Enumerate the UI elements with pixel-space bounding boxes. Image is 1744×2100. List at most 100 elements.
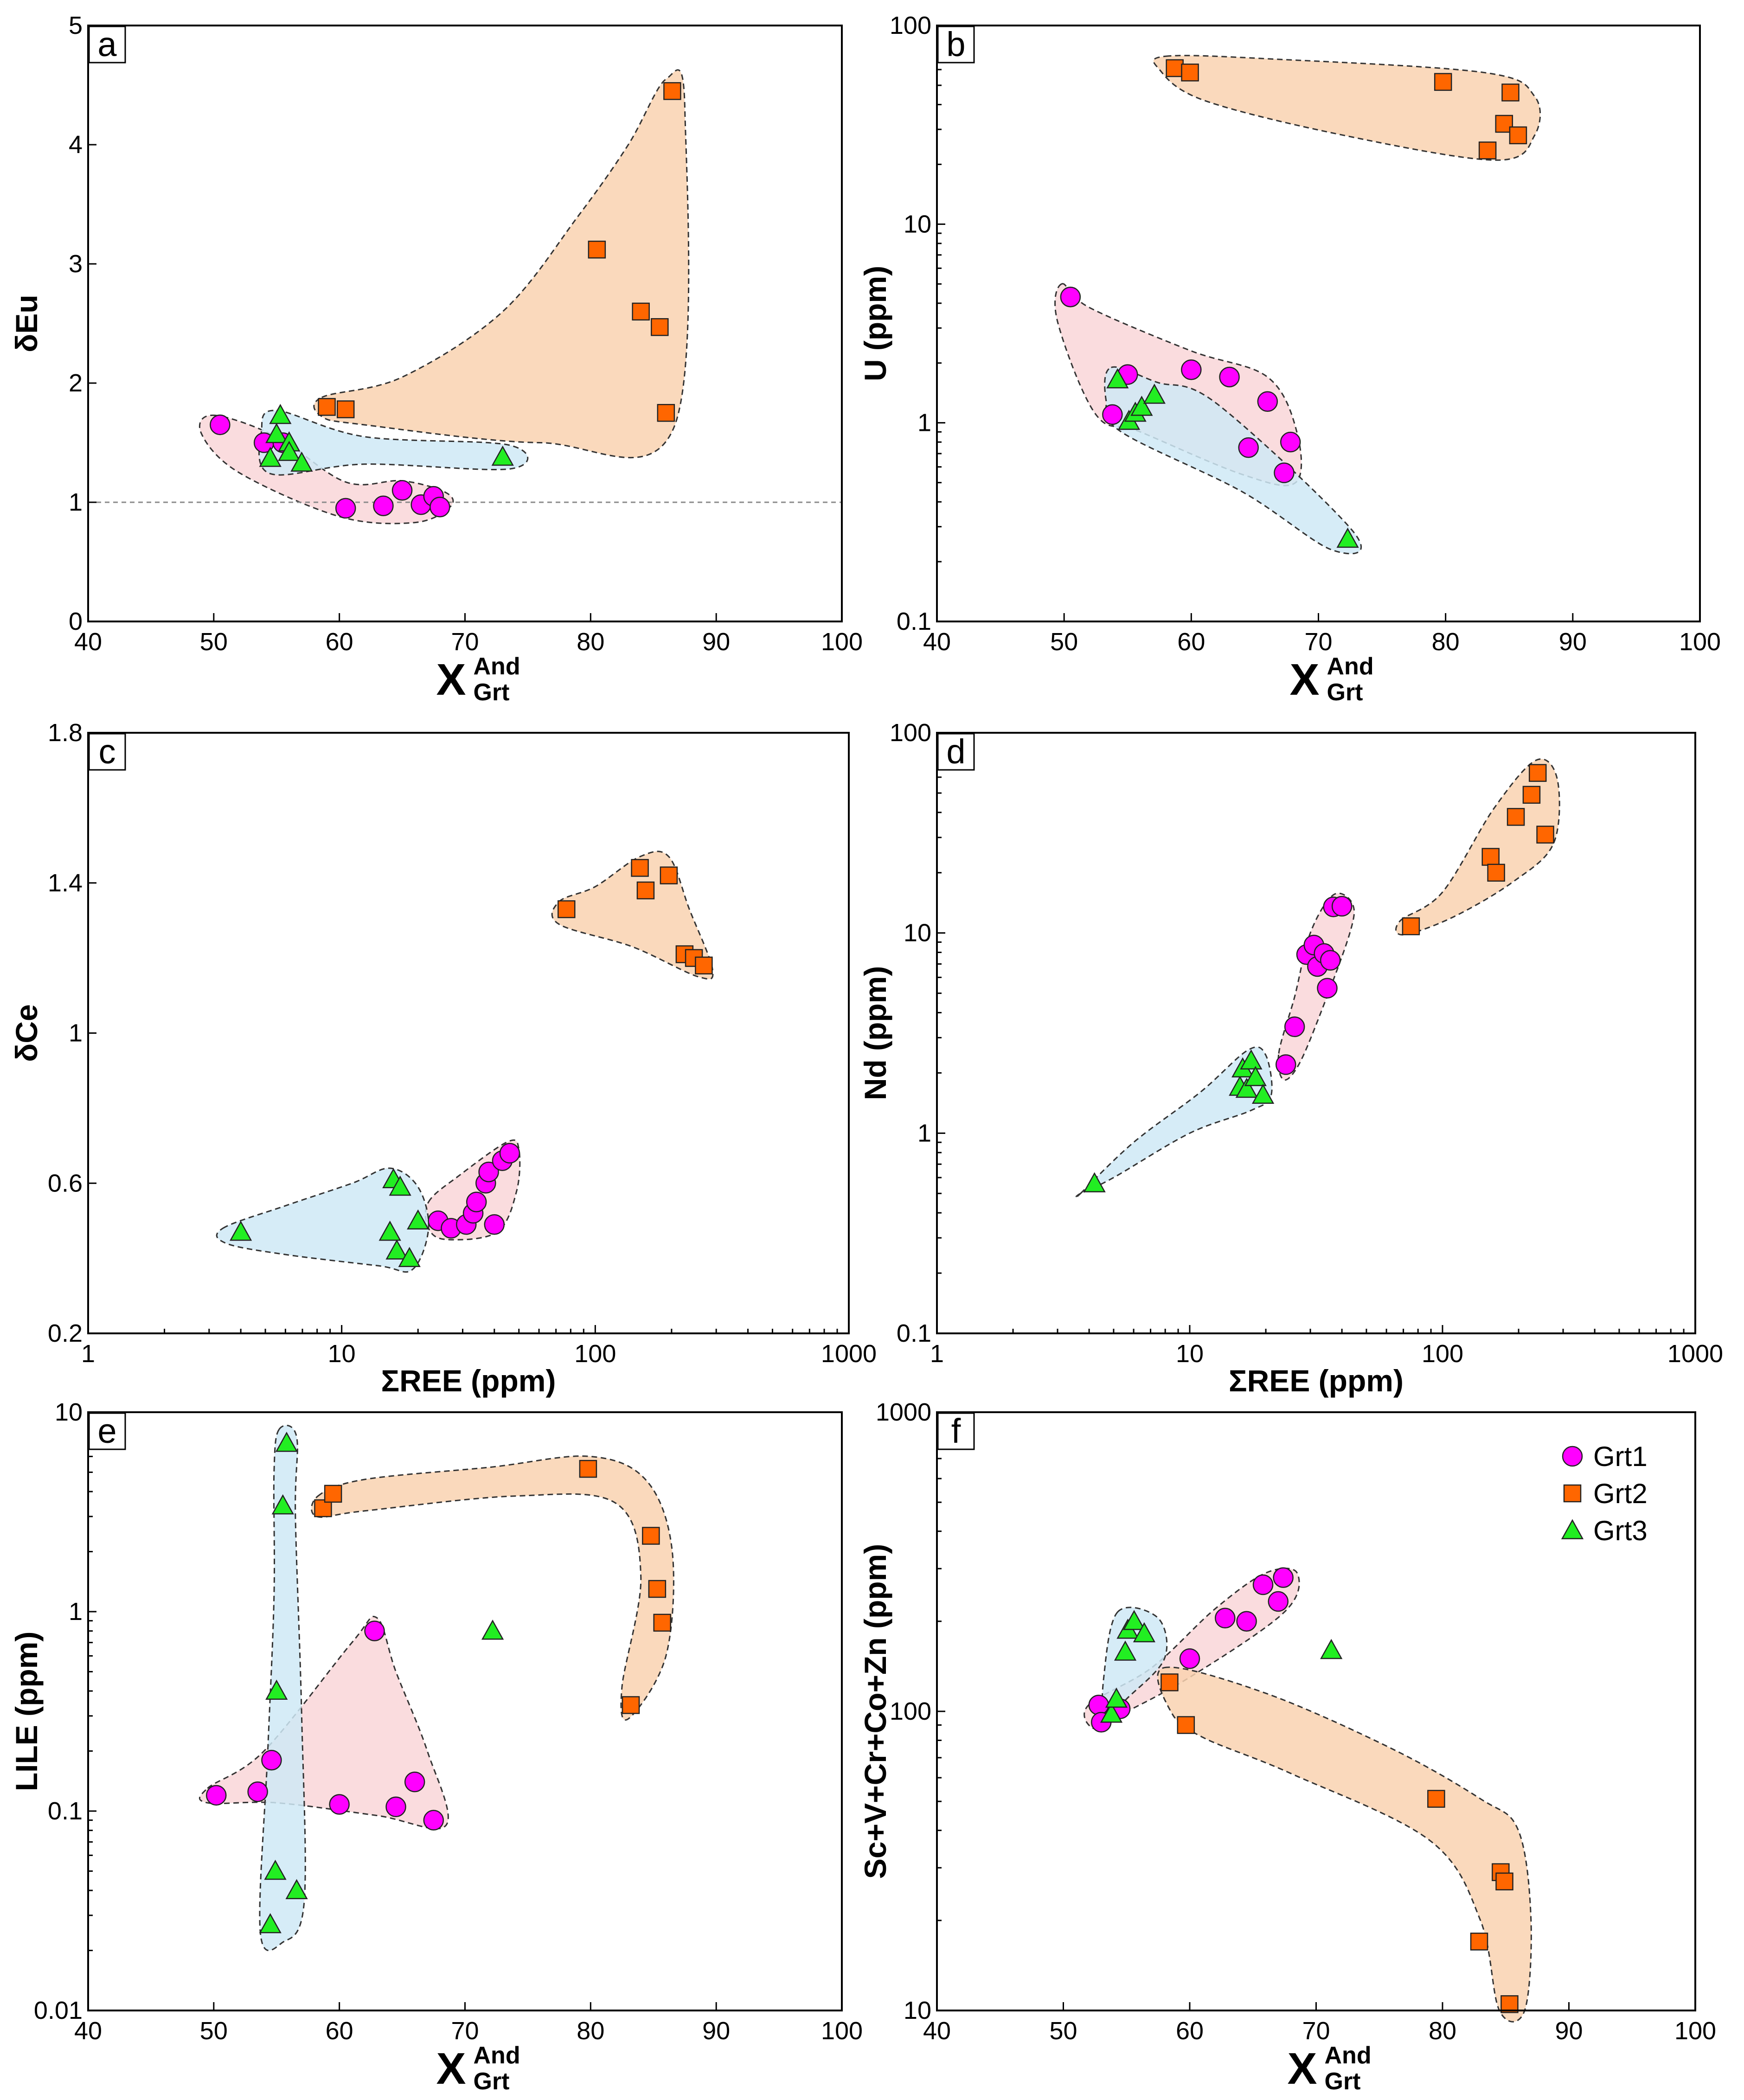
region-grt1 bbox=[1277, 892, 1355, 1081]
point-grt2 bbox=[1522, 786, 1541, 804]
point-grt1 bbox=[1320, 950, 1341, 971]
x-tick-label: 90 bbox=[1559, 628, 1587, 656]
x-tick-label: 60 bbox=[1176, 2017, 1204, 2045]
point-grt2 bbox=[631, 859, 649, 877]
x-axis-label-subscript: Grt bbox=[474, 679, 510, 706]
point-grt2 bbox=[336, 400, 355, 418]
plot-frame bbox=[87, 732, 850, 1334]
y-tick-label: 1 bbox=[69, 1598, 83, 1626]
point-grt2 bbox=[622, 1696, 640, 1714]
region-grt3 bbox=[1074, 1046, 1273, 1199]
x-tick-label: 40 bbox=[923, 628, 951, 656]
markers-d bbox=[1083, 764, 1554, 1192]
regions-e bbox=[199, 1424, 674, 1952]
plot-frame bbox=[936, 1411, 1696, 2011]
markers-f bbox=[1088, 1567, 1519, 2013]
panel-letter-box bbox=[937, 1412, 975, 1450]
x-tick-label: 10 bbox=[1176, 1340, 1204, 1368]
y-tick-label: 5 bbox=[69, 12, 83, 39]
panel-letter-box bbox=[88, 1412, 126, 1450]
x-tick-label: 90 bbox=[1555, 2017, 1583, 2045]
point-grt3 bbox=[398, 1247, 421, 1267]
point-grt2 bbox=[1495, 1872, 1513, 1891]
x-axis-label-subscript: Grt bbox=[474, 2068, 510, 2095]
point-grt1 bbox=[261, 1749, 282, 1771]
point-grt3 bbox=[1106, 368, 1129, 389]
point-grt2 bbox=[318, 398, 336, 416]
region-grt2 bbox=[1395, 758, 1560, 936]
x-axis-label-superscript: And bbox=[474, 2042, 520, 2069]
panel-letter: e bbox=[97, 1412, 116, 1450]
x-tick-label: 60 bbox=[1177, 628, 1205, 656]
x-tick-label: 100 bbox=[821, 2017, 863, 2045]
x-tick-label: 80 bbox=[577, 628, 604, 656]
point-grt1 bbox=[1274, 462, 1295, 483]
x-tick-label: 1000 bbox=[821, 1340, 877, 1368]
point-grt2 bbox=[657, 404, 675, 422]
point-grt3 bbox=[1240, 1049, 1263, 1070]
x-tick-label: 1 bbox=[930, 1340, 944, 1368]
y-axis-label: δEu bbox=[9, 295, 44, 352]
plot-frame bbox=[87, 25, 843, 622]
point-grt3 bbox=[275, 1432, 298, 1452]
point-grt1 bbox=[385, 1796, 406, 1818]
x-axis-label-superscript: And bbox=[1327, 653, 1374, 680]
point-grt3 bbox=[290, 451, 313, 472]
point-grt2 bbox=[1166, 59, 1184, 77]
point-grt2 bbox=[648, 1580, 667, 1598]
point-grt2 bbox=[1434, 73, 1452, 91]
point-grt1 bbox=[391, 480, 413, 501]
y-tick-label: 1 bbox=[917, 409, 931, 437]
panel-letter: b bbox=[946, 25, 965, 64]
panel-letter: d bbox=[946, 732, 965, 771]
point-grt1 bbox=[423, 1810, 444, 1831]
x-tick-label: 70 bbox=[1304, 628, 1332, 656]
y-tick-label: 1000 bbox=[876, 1398, 931, 1426]
x-axis-label-subscript: Grt bbox=[1325, 2068, 1361, 2095]
x-axis-label: X bbox=[436, 2044, 466, 2094]
y-axis-label: U (ppm) bbox=[858, 266, 892, 381]
point-grt3 bbox=[1130, 396, 1153, 416]
point-grt2 bbox=[1161, 1673, 1179, 1691]
point-grt1 bbox=[364, 1620, 385, 1641]
point-grt2 bbox=[1528, 764, 1547, 782]
point-grt2 bbox=[695, 956, 713, 975]
point-grt3 bbox=[481, 1620, 504, 1640]
x-tick-label: 80 bbox=[1429, 2017, 1456, 2045]
y-axis-label: Nd (ppm) bbox=[858, 966, 892, 1101]
x-axis-label: ΣREE (ppm) bbox=[1229, 1364, 1404, 1398]
x-tick-label: 100 bbox=[1674, 2017, 1716, 2045]
panel-letter: f bbox=[951, 1412, 961, 1450]
point-grt2 bbox=[1481, 848, 1500, 866]
point-grt1 bbox=[247, 1781, 268, 1802]
point-grt3 bbox=[1235, 1077, 1258, 1098]
point-grt3 bbox=[1251, 1083, 1275, 1104]
point-grt3 bbox=[264, 1859, 287, 1880]
point-grt1 bbox=[329, 1794, 350, 1815]
panel-letter-box bbox=[88, 26, 126, 64]
y-axis-label: Sc+V+Cr+Co+Zn (ppm) bbox=[858, 1544, 892, 1879]
point-grt2 bbox=[660, 866, 678, 884]
x-tick-label: 70 bbox=[451, 628, 479, 656]
point-grt1 bbox=[210, 414, 231, 435]
y-tick-label: 0.1 bbox=[48, 1797, 83, 1825]
point-grt2 bbox=[588, 240, 606, 259]
x-tick-label: 80 bbox=[1432, 628, 1460, 656]
x-tick-label: 10 bbox=[328, 1340, 356, 1368]
markers-b bbox=[1060, 59, 1527, 548]
plot-frame bbox=[936, 732, 1696, 1334]
point-grt1 bbox=[1238, 437, 1259, 458]
point-grt1 bbox=[484, 1214, 505, 1235]
point-grt3 bbox=[271, 1494, 294, 1515]
x-axis-label: X bbox=[1287, 2044, 1317, 2094]
legend-label: Grt1 bbox=[1593, 1441, 1648, 1472]
point-grt1 bbox=[404, 1771, 425, 1793]
x-tick-label: 100 bbox=[1679, 628, 1721, 656]
x-tick-label: 100 bbox=[1422, 1340, 1463, 1368]
